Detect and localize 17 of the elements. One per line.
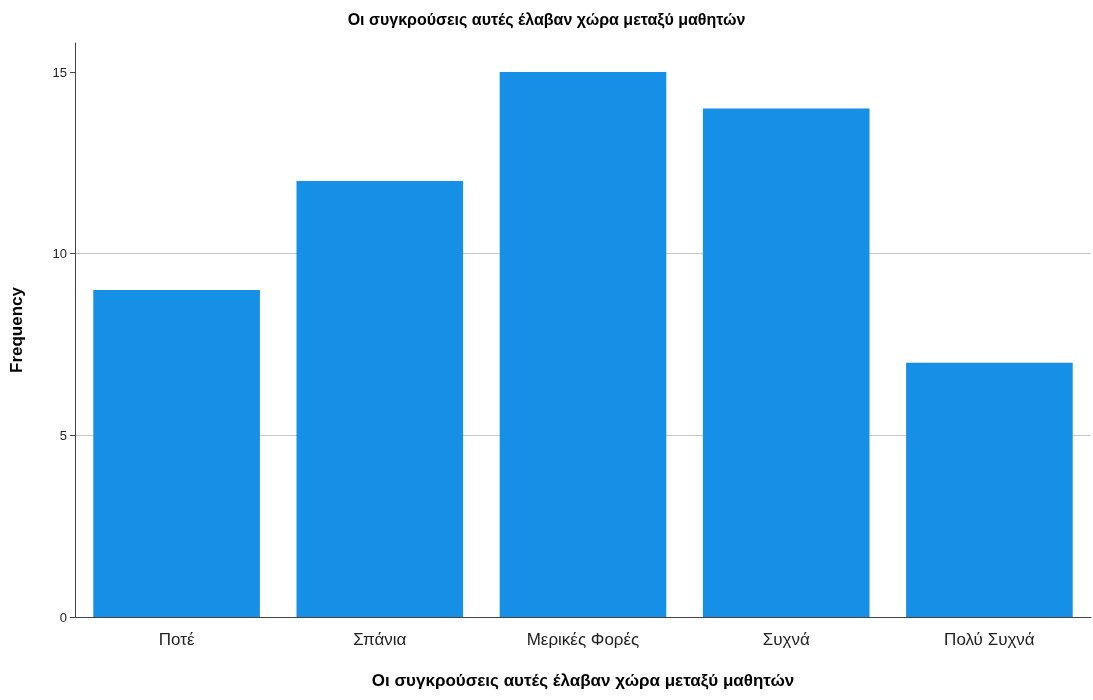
y-tick-label: 0	[59, 609, 67, 625]
bar	[296, 181, 464, 617]
bar	[499, 72, 667, 617]
x-tick-label: Ποτέ	[158, 630, 195, 649]
bar	[93, 290, 260, 617]
chart-title: Οι συγκρούσεις αυτές έλαβαν χώρα μεταξύ μαθητών	[347, 10, 746, 29]
x-tick-label: Πολύ Συχνά	[944, 630, 1035, 649]
x-tick-label: Μερικές Φορές	[526, 630, 640, 649]
y-tick-label: 10	[52, 246, 67, 262]
bar	[906, 362, 1073, 617]
bar	[702, 108, 870, 617]
y-tick-label: 15	[52, 64, 67, 80]
x-tick-label: Συχνά	[762, 630, 810, 649]
x-tick-label: Σπάνια	[353, 630, 407, 649]
y-tick-label: 5	[59, 427, 67, 443]
y-axis-title: Frequency	[7, 286, 26, 373]
x-axis-title: Οι συγκρούσεις αυτές έλαβαν χώρα μεταξύ μαθητών	[371, 671, 795, 690]
